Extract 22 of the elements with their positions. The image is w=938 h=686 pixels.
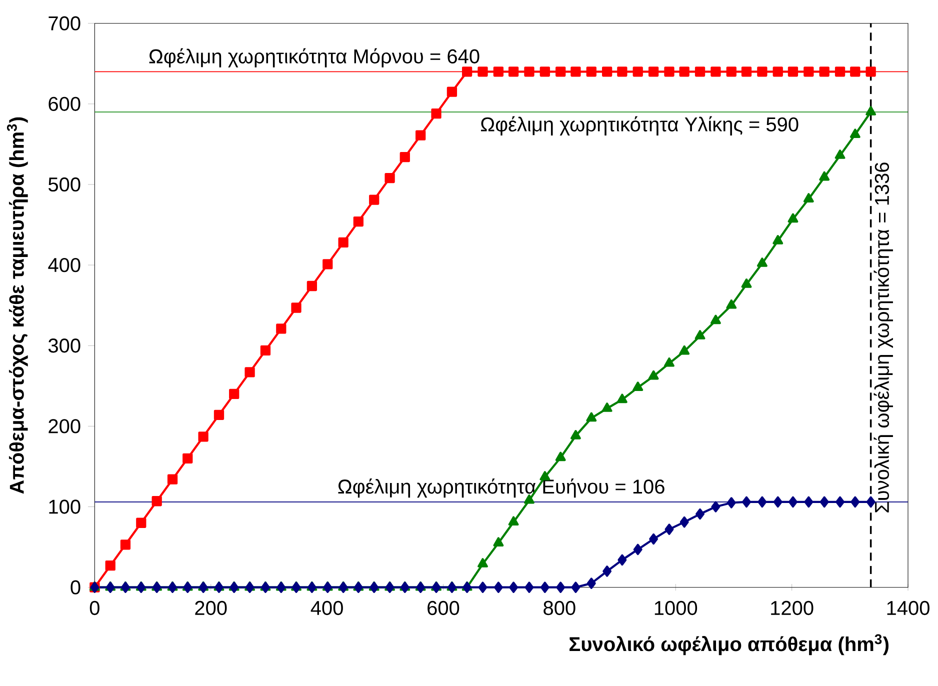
x-tick-label: 1200 (771, 600, 814, 616)
y-tick-label: 200 (48, 419, 80, 434)
ref-line-label: Συνολική ωφέλιμη χωρητικότητα = 1336 (874, 162, 893, 512)
ref-line-label: Ωφέλιμη χωρητικότητα Μόρνου = 640 (149, 48, 480, 68)
y-tick-label: 300 (48, 338, 80, 353)
y-tick-label: 500 (48, 177, 80, 192)
x-tick-label: 200 (195, 600, 227, 616)
x-tick-label: 1000 (654, 600, 698, 616)
ref-line-label: Ωφέλιμη χωρητικότητα Υλίκης = 590 (480, 116, 798, 136)
y-tick-label: 100 (49, 500, 80, 514)
y-tick-label: 400 (48, 258, 80, 272)
x-tick-label: 800 (544, 600, 576, 616)
y-tick-label: 600 (48, 96, 80, 111)
y-tick-label: 700 (48, 16, 80, 30)
x-tick-label: 400 (310, 600, 343, 616)
x-tick-label: 1400 (887, 600, 930, 616)
y-axis-title: Απόθεμα-στόχος κάθε ταμιευτήρα (hm$^{3}$) (6, 117, 28, 494)
x-tick-label: 0 (90, 600, 100, 616)
y-tick-label: 0 (70, 580, 80, 594)
ref-line-label: Ωφέλιμη χωρητικότητα Ευήνου = 106 (338, 478, 664, 498)
x-tick-label: 600 (428, 600, 460, 616)
x-axis-title: Συνολικό ωφέλιμο απόθεμα (hm$^{3}$) (570, 634, 888, 656)
